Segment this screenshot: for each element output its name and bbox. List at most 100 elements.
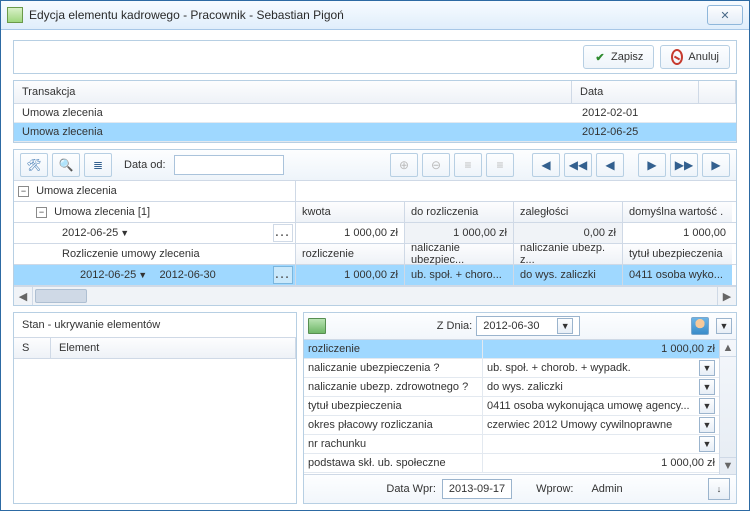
transaction-row[interactable]: Umowa zlecenia2012-06-25: [14, 123, 736, 142]
more-button[interactable]: ...: [273, 266, 293, 284]
bottom-split: Stan - ukrywanie elementów S Element Z D…: [13, 312, 737, 504]
action-bar: ✔ Zapisz Anuluj: [13, 40, 737, 74]
vscrollbar[interactable]: ▲ ▼: [719, 340, 736, 474]
dropdown-icon[interactable]: ▼: [699, 417, 715, 433]
tree-sub-row[interactable]: Rozliczenie umowy zlecenia rozliczenie n…: [14, 244, 736, 265]
val-zaleglosci: 0,00 zł: [514, 223, 623, 243]
property-label: naliczanie ubezp. zdrowotnego ?: [304, 378, 482, 396]
col-transaction[interactable]: Transakcja: [14, 81, 572, 103]
sort1-button[interactable]: ≡: [454, 153, 482, 177]
property-label: naliczanie ubezpieczenia ?: [304, 359, 482, 377]
dropdown-icon[interactable]: ▼: [699, 360, 715, 376]
lines-icon: ≣: [93, 158, 103, 172]
date-from-input[interactable]: [174, 155, 284, 175]
scroll-thumb[interactable]: [35, 289, 87, 303]
hdr-tytul: tytuł ubezpieczenia: [623, 244, 732, 264]
property-label: tytuł ubezpieczenia: [304, 397, 482, 415]
stop-icon: [671, 51, 683, 63]
property-row[interactable]: naliczanie ubezp. zdrowotnego ?do wys. z…: [304, 378, 719, 397]
next2-icon: ▶: [711, 158, 720, 172]
property-row[interactable]: naliczanie ubezpieczenia ?ub. społ. + ch…: [304, 359, 719, 378]
tree-grid: − Umowa zlecenia − Umowa zlecenia [1] kw…: [14, 181, 736, 286]
property-row[interactable]: nr rachunku ▼: [304, 435, 719, 454]
search-button[interactable]: 🔍: [52, 153, 80, 177]
close-icon: ✕: [720, 9, 729, 22]
nav-next2-button[interactable]: ▶: [702, 153, 730, 177]
zdnia-dropdown[interactable]: 2012-06-30 ▼: [476, 316, 580, 336]
tree-child-row[interactable]: − Umowa zlecenia [1] kwota do rozliczeni…: [14, 202, 736, 223]
check-icon: ✔: [594, 51, 606, 63]
val-kwota: 1 000,00 zł: [296, 223, 405, 243]
scroll-down-icon[interactable]: ▼: [720, 457, 736, 474]
hdr-domyslna: domyślna wartość .: [623, 202, 732, 222]
scroll-up-icon[interactable]: ▲: [720, 340, 736, 357]
save-button[interactable]: ✔ Zapisz: [583, 45, 654, 69]
tree-sub-label: Rozliczenie umowy zlecenia: [62, 248, 200, 260]
property-label: nr rachunku: [304, 435, 482, 453]
cell-date: 2012-06-25: [574, 123, 700, 141]
dropdown-icon[interactable]: ▼: [120, 228, 129, 238]
property-row[interactable]: podstawa skł. ub. społeczne1 000,00 zł: [304, 454, 719, 473]
prev2-icon: ◀: [605, 158, 614, 172]
val2-naliczanie-ubz: do wys. zaliczki: [514, 265, 623, 285]
add-button[interactable]: ⊕: [390, 153, 418, 177]
down-arrow-button[interactable]: ↓: [708, 478, 730, 500]
tree-value-row-1[interactable]: 2012-06-25▼ ... 1 000,00 zł 1 000,00 zł …: [14, 223, 736, 244]
state-grid-body: [14, 359, 296, 503]
col-element[interactable]: Element: [51, 338, 296, 358]
expander-icon[interactable]: −: [36, 207, 47, 218]
val2-naliczanie-ub: ub. społ. + choro...: [405, 265, 514, 285]
nav-first-button[interactable]: ◀◀: [564, 153, 592, 177]
close-button[interactable]: ✕: [707, 5, 743, 25]
val2-rozliczenie: 1 000,00 zł: [296, 265, 405, 285]
nav-prev2-button[interactable]: ◀: [596, 153, 624, 177]
property-row[interactable]: tytuł ubezpieczenia0411 osoba wykonująca…: [304, 397, 719, 416]
wprow-label: Wprow:: [536, 483, 573, 495]
sort2-button[interactable]: ≡: [486, 153, 514, 177]
person-dropdown-icon[interactable]: ▼: [716, 318, 732, 334]
first-icon: ◀◀: [569, 158, 587, 172]
cancel-button[interactable]: Anuluj: [660, 45, 730, 69]
tools-button[interactable]: 🛠: [20, 153, 48, 177]
cell-transaction: Umowa zlecenia: [14, 104, 574, 122]
lines-button[interactable]: ≣: [84, 153, 112, 177]
transaction-grid: Transakcja Data Umowa zlecenia2012-02-01…: [13, 80, 737, 143]
dropdown-icon[interactable]: ▼: [699, 379, 715, 395]
tree-value-row-2[interactable]: 2012-06-25▼ 2012-06-30 ... 1 000,00 zł u…: [14, 265, 736, 286]
hdr-naliczanie-ub: naliczanie ubezpiec...: [405, 244, 514, 264]
remove-button[interactable]: ⊖: [422, 153, 450, 177]
state-grid-header: S Element: [14, 338, 296, 359]
property-row[interactable]: okres płacowy rozliczaniaczerwiec 2012 U…: [304, 416, 719, 435]
dropdown-icon[interactable]: ▼: [138, 270, 147, 280]
dropdown-icon[interactable]: ▼: [557, 318, 573, 334]
val-do-rozliczenia: 1 000,00 zł: [405, 223, 514, 243]
hdr-rozliczenie: rozliczenie: [296, 244, 405, 264]
dropdown-icon[interactable]: ▼: [699, 398, 715, 414]
nav-last-button[interactable]: ▶▶: [670, 153, 698, 177]
transaction-row[interactable]: Umowa zlecenia2012-02-01: [14, 104, 736, 123]
nav-prev-button[interactable]: ◀: [532, 153, 560, 177]
zdnia-label: Z Dnia:: [437, 320, 472, 332]
properties-toolbar: Z Dnia: 2012-06-30 ▼ ▼: [304, 313, 736, 340]
tree-root-row[interactable]: − Umowa zlecenia: [14, 181, 736, 202]
property-value: ub. społ. + chorob. + wypadk.▼: [482, 359, 719, 377]
nav-next-button[interactable]: ▶: [638, 153, 666, 177]
data-wpr-value[interactable]: 2013-09-17: [442, 479, 512, 499]
data-wpr-label: Data Wpr:: [386, 483, 436, 495]
more-button[interactable]: ...: [273, 224, 293, 242]
scroll-right-icon[interactable]: ▶: [717, 287, 736, 305]
person-icon[interactable]: [691, 317, 709, 335]
expander-icon[interactable]: −: [18, 186, 29, 197]
property-row[interactable]: rozliczenie1 000,00 zł: [304, 340, 719, 359]
property-value: 0411 osoba wykonująca umowę agency...▼: [482, 397, 719, 415]
book-icon[interactable]: [308, 318, 326, 334]
scroll-left-icon[interactable]: ◀: [14, 287, 33, 305]
dropdown-icon[interactable]: ▼: [699, 436, 715, 452]
col-s[interactable]: S: [14, 338, 51, 358]
zdnia-value: 2012-06-30: [483, 320, 539, 332]
property-label: okres płacowy rozliczania: [304, 416, 482, 434]
hdr-kwota: kwota: [296, 202, 405, 222]
col-date[interactable]: Data: [572, 81, 699, 103]
col-spacer: [699, 81, 736, 103]
hscrollbar[interactable]: ◀ ▶: [14, 286, 736, 305]
